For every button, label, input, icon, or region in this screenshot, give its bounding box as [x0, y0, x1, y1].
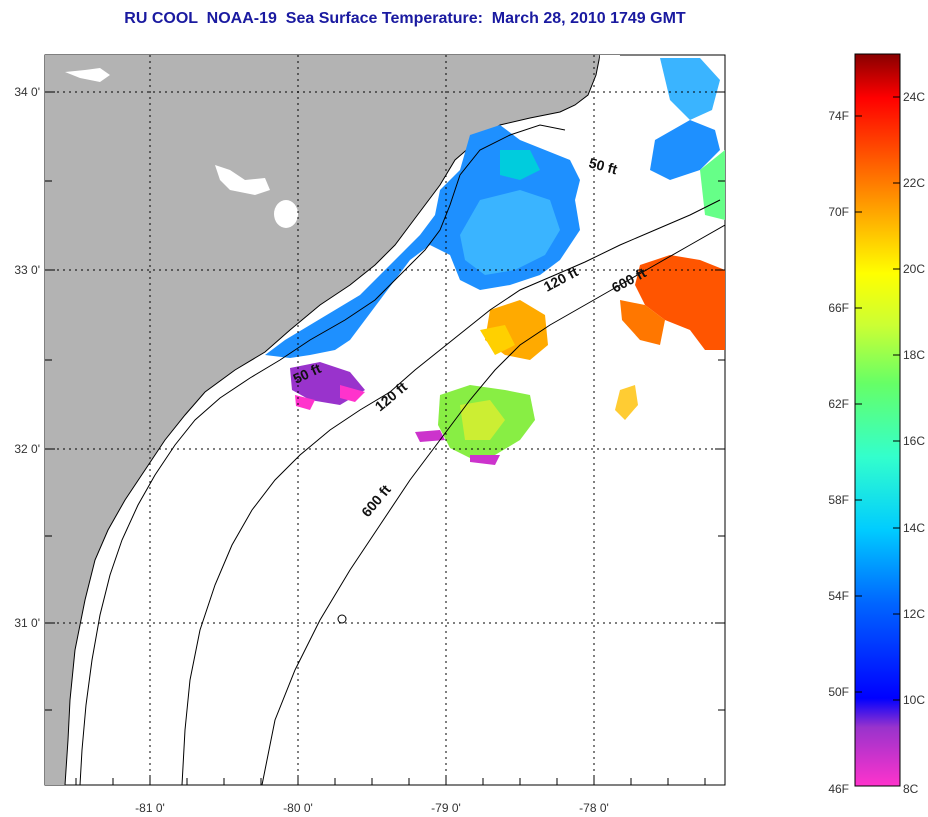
graticule	[45, 55, 725, 785]
cb-c-label: 14C	[903, 521, 925, 535]
cb-f-label: 58F	[828, 493, 849, 507]
lon-label: -79 0'	[431, 801, 461, 815]
cb-f-label: 46F	[828, 782, 849, 796]
inland-lake	[274, 200, 298, 228]
cb-c-label: 16C	[903, 434, 925, 448]
cb-f-label: 70F	[828, 205, 849, 219]
cb-c-label: 22C	[903, 176, 925, 190]
colorbar	[854, 53, 901, 787]
contour-600ft	[261, 224, 725, 785]
contour-120ft	[181, 199, 721, 785]
inland-lake	[65, 68, 110, 82]
cb-f-label: 66F	[828, 301, 849, 315]
map-title: RU COOL NOAA-19 Sea Surface Temperature:…	[124, 10, 686, 27]
cb-f-label: 62F	[828, 397, 849, 411]
colorbar-ticks	[855, 96, 900, 701]
sst-warm-water	[480, 255, 725, 420]
cb-c-label: 18C	[903, 348, 925, 362]
colorbar-celsius-labels: 24C 22C 20C 18C 16C 14C 12C 10C 8C	[903, 90, 925, 796]
land-mass	[45, 55, 600, 785]
lat-label: 32 0'	[14, 442, 40, 456]
lat-label: 33 0'	[14, 263, 40, 277]
cb-f-label: 50F	[828, 685, 849, 699]
cb-c-label: 20C	[903, 262, 925, 276]
seamount-contour	[337, 614, 347, 624]
sst-cool-water	[265, 58, 725, 358]
axis-ticks	[45, 91, 725, 785]
sst-mid-water	[290, 362, 535, 465]
sound-water	[570, 55, 660, 190]
cb-c-label: 12C	[903, 607, 925, 621]
inland-lake	[215, 165, 270, 195]
lon-label: -81 0'	[135, 801, 165, 815]
cb-f-label: 54F	[828, 589, 849, 603]
lon-label: -78 0'	[579, 801, 609, 815]
cb-c-label: 10C	[903, 693, 925, 707]
cb-c-label: 8C	[903, 782, 919, 796]
contour-label-50ft-north: 50 ft	[587, 154, 619, 177]
colorbar-fahrenheit-labels: 74F 70F 66F 62F 58F 54F 50F 46F	[828, 109, 849, 796]
contour-50ft	[79, 124, 566, 785]
cb-c-label: 24C	[903, 90, 925, 104]
lat-label: 34 0'	[14, 85, 40, 99]
lon-label: -80 0'	[283, 801, 313, 815]
coastline	[64, 55, 601, 785]
cb-f-label: 74F	[828, 109, 849, 123]
lat-label: 31 0'	[14, 616, 40, 630]
